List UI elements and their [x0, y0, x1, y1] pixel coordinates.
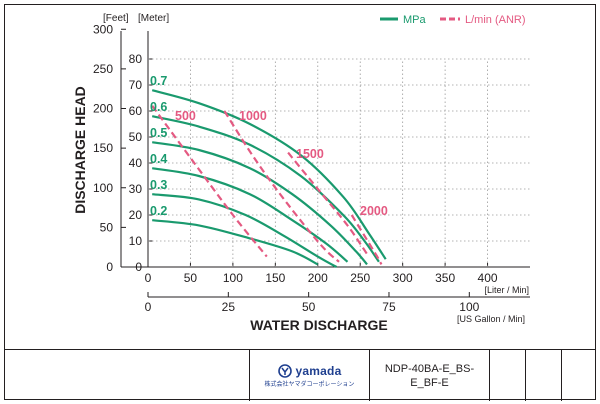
air-curve-1000 — [223, 110, 340, 263]
liter-tick-label: 0 — [145, 271, 152, 285]
meter-tick-label: 70 — [129, 78, 143, 92]
meter-tick-label: 30 — [129, 182, 143, 196]
air-label: 2000 — [360, 204, 388, 218]
liter-tick-label: 200 — [308, 271, 328, 285]
pressure-curve-0.2 — [152, 219, 319, 266]
title-block: yamada 株式会社ヤマダコーポレーション NDP-40BA-E_BS-E_B… — [4, 349, 596, 401]
company-name: 株式会社ヤマダコーポレーション — [264, 381, 355, 388]
gallon-tick-label: 50 — [302, 300, 316, 314]
yamada-logo-icon — [277, 363, 292, 378]
liter-tick-label: 50 — [184, 271, 198, 285]
air-curve-1500 — [287, 151, 370, 258]
title-block-cell — [526, 350, 562, 401]
title-block-cell — [490, 350, 526, 401]
pressure-label: 0.3 — [150, 178, 167, 192]
logo-text: yamada — [295, 363, 342, 378]
x-axis-title: WATER DISCHARGE — [250, 317, 387, 333]
meter-tick-label: 60 — [129, 104, 143, 118]
pressure-curve-0.6 — [151, 115, 380, 263]
title-block-blank — [4, 350, 250, 401]
feet-tick-label: 300 — [93, 22, 113, 36]
liter-unit-label: [Liter / Min] — [484, 285, 529, 295]
pressure-label: 0.2 — [150, 204, 167, 218]
liter-tick-label: 350 — [435, 271, 455, 285]
gallon-unit-label: [US Gallon / Min] — [457, 314, 525, 324]
gallon-tick-label: 0 — [145, 300, 152, 314]
air-label: 1000 — [239, 109, 267, 123]
feet-tick-label: 0 — [106, 260, 113, 274]
meter-unit-label: [Meter] — [138, 13, 169, 24]
gallon-tick-label: 100 — [459, 300, 479, 314]
feet-tick-label: 250 — [93, 62, 113, 76]
title-block-cell — [562, 350, 596, 401]
pressure-label: 0.4 — [150, 152, 167, 166]
meter-tick-label: 80 — [129, 52, 143, 66]
liter-tick-label: 100 — [223, 271, 243, 285]
meter-tick-label: 0 — [135, 260, 142, 274]
meter-tick-label: 20 — [129, 208, 143, 222]
pressure-curve-0.4 — [152, 167, 349, 263]
company-logo: yamada 株式会社ヤマダコーポレーション — [250, 350, 370, 401]
pressure-curve-0.7 — [151, 89, 387, 260]
meter-tick-label: 40 — [129, 156, 143, 170]
gallon-tick-label: 75 — [382, 300, 396, 314]
meter-tick-label: 50 — [129, 130, 143, 144]
legend-label-air: L/min (ANR) — [465, 14, 526, 26]
air-curve-500 — [151, 105, 268, 258]
liter-tick-label: 150 — [265, 271, 285, 285]
liter-tick-label: 300 — [393, 271, 413, 285]
liter-tick-label: 250 — [350, 271, 370, 285]
pressure-curve-0.3 — [152, 193, 338, 268]
model-number: NDP-40BA-E_BS-E_BF-E — [370, 350, 490, 401]
air-label: 500 — [175, 109, 196, 123]
pressure-label: 0.7 — [150, 74, 167, 88]
pressure-label: 0.6 — [150, 100, 167, 114]
air-curve-2000 — [350, 214, 383, 265]
pressure-label: 0.5 — [150, 126, 167, 140]
pressure-curve-0.5 — [152, 141, 368, 266]
feet-tick-label: 150 — [93, 141, 113, 155]
meter-tick-label: 10 — [129, 234, 143, 248]
y-axis-title: DISCHARGE HEAD — [72, 86, 88, 214]
liter-tick-label: 400 — [478, 271, 498, 285]
feet-unit-label: [Feet] — [103, 13, 129, 24]
feet-tick-label: 50 — [100, 220, 114, 234]
feet-tick-label: 200 — [93, 102, 113, 116]
feet-tick-label: 100 — [93, 181, 113, 195]
air-label: 1500 — [296, 147, 324, 161]
legend-label-mpa: MPa — [403, 14, 427, 26]
gallon-tick-label: 25 — [222, 300, 236, 314]
